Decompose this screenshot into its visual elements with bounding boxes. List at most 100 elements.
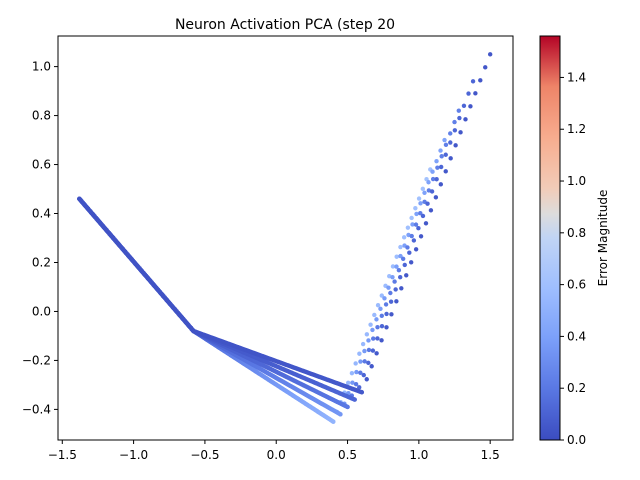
- y-tick-label: 0.0: [32, 304, 51, 318]
- scatter-point: [346, 380, 351, 386]
- scatter-point: [352, 397, 357, 402]
- scatter-point: [349, 370, 355, 376]
- scatter-point: [438, 164, 444, 170]
- scatter-point: [411, 238, 417, 243]
- scatter-point: [487, 52, 493, 57]
- scatter-point: [483, 65, 488, 70]
- scatter-point: [375, 303, 381, 308]
- colorbar-tick-label: 0.4: [567, 329, 586, 343]
- scatter-point: [371, 336, 376, 341]
- scatter-point: [434, 158, 439, 164]
- scatter-point: [398, 253, 403, 259]
- scatter-point: [409, 233, 414, 239]
- scatter-point: [369, 364, 374, 369]
- scatter-point: [394, 254, 399, 259]
- scatter-point: [353, 361, 358, 366]
- scatter-point: [457, 115, 462, 121]
- scatter-point: [414, 211, 419, 217]
- scatter-point: [388, 290, 393, 296]
- scatter-point: [390, 264, 396, 269]
- colorbar-axis: 0.0 0.2 0.4 0.6 0.8 1.0 1.2 1.4: [560, 70, 586, 447]
- x-tick-label: 0.0: [267, 448, 286, 462]
- scatter-point: [418, 211, 423, 216]
- scatter-point: [368, 322, 373, 327]
- scatter-point: [410, 222, 415, 227]
- scatter-point: [331, 419, 336, 424]
- y-tick-label: 0.6: [32, 158, 51, 172]
- scatter-point: [392, 279, 397, 284]
- y-axis: −0.4 −0.2 0.0 0.2 0.4 0.6 0.8 1.0: [22, 60, 58, 416]
- colorbar-tick-label: 1.4: [567, 70, 586, 84]
- scatter-point: [426, 180, 431, 185]
- scatter-point: [408, 260, 414, 265]
- y-tick-label: 1.0: [32, 60, 51, 74]
- x-tick-label: 1.0: [409, 448, 428, 462]
- scatter-point: [443, 152, 448, 157]
- scatter-point: [448, 131, 453, 136]
- scatter-point: [358, 359, 363, 364]
- scatter-point: [357, 351, 362, 356]
- scatter-point: [378, 306, 383, 312]
- colorbar-tick-label: 0.6: [567, 278, 586, 292]
- scatter-point: [388, 299, 394, 304]
- scatter-point: [434, 177, 439, 182]
- scatter-point: [366, 360, 371, 366]
- scatter-point: [407, 250, 412, 255]
- y-tick-label: −0.4: [22, 402, 51, 416]
- scatter-point: [416, 226, 421, 231]
- scatter-point: [370, 348, 376, 353]
- scatter-point: [442, 137, 447, 143]
- scatter-point: [389, 312, 394, 317]
- scatter-point: [452, 128, 458, 133]
- scatter-point: [405, 225, 411, 230]
- scatter-point: [470, 79, 476, 84]
- scatter-point: [461, 103, 467, 108]
- scatter-point: [402, 262, 407, 268]
- scatter-point: [374, 351, 379, 356]
- scatter-point: [379, 323, 385, 329]
- scatter-point: [430, 176, 436, 182]
- colorbar-tick-label: 1.0: [567, 174, 586, 188]
- scatter-point: [354, 369, 359, 375]
- scatter-point: [439, 154, 444, 159]
- scatter-point: [435, 165, 440, 170]
- scatter-point: [379, 293, 384, 298]
- x-tick-label: 1.5: [481, 448, 500, 462]
- scatter-point: [393, 287, 398, 292]
- scatter-point: [452, 119, 457, 125]
- scatter-point: [394, 264, 399, 269]
- scatter-point: [374, 317, 379, 322]
- scatter-point: [399, 286, 404, 291]
- scatter-point: [420, 213, 426, 219]
- scatter-point: [443, 169, 448, 174]
- scatter-point: [401, 235, 407, 240]
- scatter-point: [353, 381, 359, 387]
- scatter-point: [350, 380, 355, 385]
- colorbar-tick-label: 1.2: [567, 122, 586, 136]
- scatter-point: [361, 372, 366, 378]
- colorbar-label: Error Magnitude: [596, 190, 610, 287]
- scatter-point: [428, 208, 434, 213]
- y-tick-label: 0.2: [32, 255, 51, 269]
- scatter-point: [448, 156, 453, 161]
- scatter-point: [438, 182, 444, 187]
- scatter-point: [372, 312, 377, 318]
- scatter-point: [404, 273, 409, 278]
- scatter-point: [405, 245, 410, 250]
- scatter-point: [396, 268, 402, 273]
- scatter-point: [413, 206, 418, 211]
- scatter-point: [458, 130, 463, 135]
- scatter-point: [370, 327, 375, 333]
- scatter-point: [357, 385, 362, 390]
- x-tick-label: −1.5: [48, 448, 77, 462]
- scatter-point: [364, 377, 369, 382]
- x-tick-label: −1.0: [119, 448, 148, 462]
- scatter-point: [398, 244, 403, 250]
- colorbar-tick-label: 0.2: [567, 381, 586, 395]
- scatter-point: [468, 104, 473, 109]
- scatter-point: [466, 91, 471, 96]
- x-axis: −1.5 −1.0 −0.5 0.0 0.5 1.0 1.5: [48, 440, 500, 462]
- scatter-point: [418, 201, 423, 206]
- y-tick-label: 0.8: [32, 109, 51, 123]
- y-tick-label: −0.2: [22, 353, 51, 367]
